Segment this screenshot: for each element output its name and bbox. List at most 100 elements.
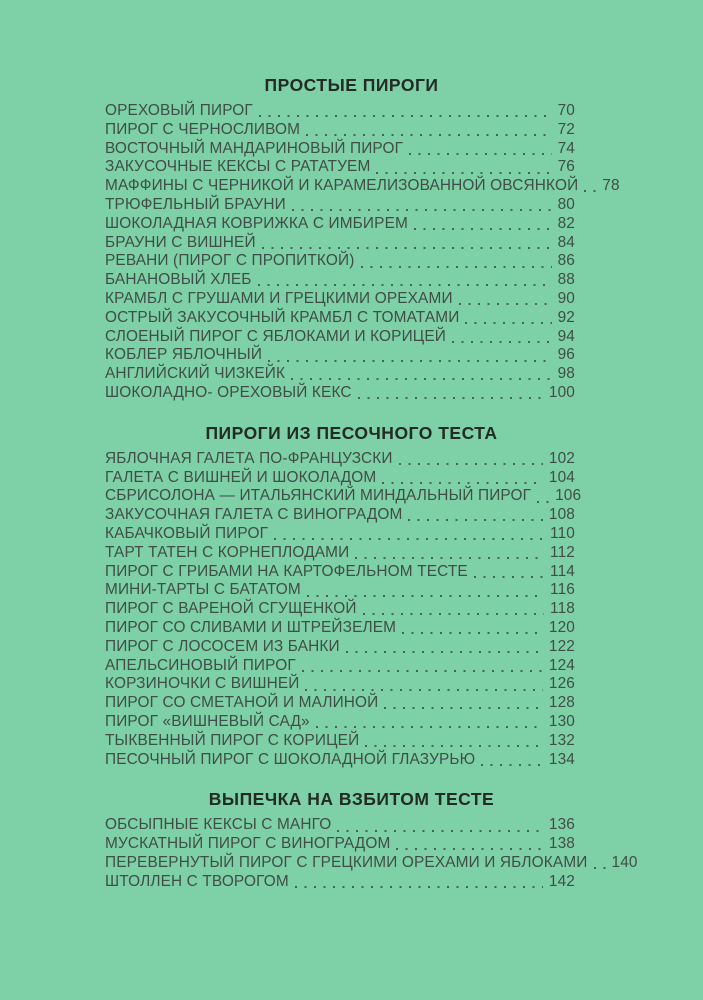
dot-leader — [458, 303, 552, 306]
dot-leader — [402, 632, 543, 635]
entry-page-number: 96 — [557, 346, 575, 364]
entry-title: БАНАНОВЫЙ ХЛЕБ — [105, 271, 252, 289]
entry-page-number: 142 — [548, 872, 575, 890]
entry-page-number: 92 — [557, 308, 575, 326]
entry-page-number: 116 — [550, 581, 575, 599]
entry-page-number: 134 — [548, 750, 575, 768]
dot-leader — [357, 397, 543, 400]
toc-entry: АПЕЛЬСИНОВЫЙ ПИРОГ 124 — [105, 657, 575, 676]
toc-entry: ПИРОГ С ВАРЕНОЙ СГУЩЕНКОЙ 118 — [105, 600, 575, 619]
toc-entry: МАФФИНЫ С ЧЕРНИКОЙ И КАРАМЕЛИЗОВАННОЙ ОВ… — [105, 177, 620, 196]
entry-title: ШТОЛЛЕН С ТВОРОГОМ — [105, 872, 289, 890]
entry-title: РЕВАНИ (ПИРОГ С ПРОПИТКОЙ) — [105, 252, 355, 270]
entry-page-number: 118 — [550, 600, 575, 618]
entry-title: ПИРОГ С ВАРЕНОЙ СГУЩЕНКОЙ — [105, 600, 357, 618]
toc-entry: ШОКОЛАДНО- ОРЕХОВЫЙ КЕКС 100 — [105, 384, 575, 403]
entry-page-number: 88 — [557, 271, 575, 289]
dot-leader — [593, 867, 606, 870]
dot-leader — [382, 481, 543, 484]
toc-entry: ПИРОГ С ЧЕРНОСЛИВОМ 72 — [105, 121, 575, 140]
dot-leader — [465, 322, 552, 325]
toc-entry: ВОСТОЧНЫЙ МАНДАРИНОВЫЙ ПИРОГ 74 — [105, 140, 575, 159]
dot-leader — [345, 651, 543, 654]
toc-entry: ШТОЛЛЕН С ТВОРОГОМ 142 — [105, 873, 575, 892]
entry-title: СБРИСОЛОНА — ИТАЛЬЯНСКИЙ МИНДАЛЬНЫЙ ПИРО… — [105, 487, 532, 505]
entry-title: ВОСТОЧНЫЙ МАНДАРИНОВЫЙ ПИРОГ — [105, 139, 404, 157]
entry-page-number: 86 — [557, 252, 575, 270]
entry-page-number: 102 — [548, 449, 575, 467]
toc-entry: СБРИСОЛОНА — ИТАЛЬЯНСКИЙ МИНДАЛЬНЫЙ ПИРО… — [105, 487, 581, 506]
entry-title: КРАМБЛ С ГРУШАМИ И ГРЕЦКИМИ ОРЕХАМИ — [105, 289, 453, 307]
entry-page-number: 114 — [550, 562, 575, 580]
entry-page-number: 84 — [557, 233, 575, 251]
toc-entry: ТАРТ ТАТЕН С КОРНЕПЛОДАМИ 112 — [105, 544, 575, 563]
section-title: ВЫПЕЧКА НА ВЗБИТОМ ТЕСТЕ — [208, 789, 495, 810]
toc-entry: СЛОЕНЫЙ ПИРОГ С ЯБЛОКАМИ И КОРИЦЕЙ 94 — [105, 328, 575, 347]
toc-entry: ОСТРЫЙ ЗАКУСОЧНЫЙ КРАМБЛ С ТОМАТАМИ 92 — [105, 309, 575, 328]
toc-entry: БАНАНОВЫЙ ХЛЕБ 88 — [105, 271, 575, 290]
entry-page-number: 106 — [555, 487, 582, 505]
entry-title: ПИРОГ С ГРИБАМИ НА КАРТОФЕЛЬНОМ ТЕСТЕ — [105, 562, 468, 580]
toc-entry: РЕВАНИ (ПИРОГ С ПРОПИТКОЙ) 86 — [105, 252, 575, 271]
section-title: ПРОСТЫЕ ПИРОГИ — [264, 75, 439, 95]
dot-leader — [305, 688, 543, 691]
entry-page-number: 140 — [611, 853, 638, 871]
toc-entry: ПЕРЕВЕРНУТЫЙ ПИРОГ С ГРЕЦКИМИ ОРЕХАМИ И … — [105, 854, 637, 873]
dot-leader — [584, 190, 597, 193]
entry-page-number: 100 — [548, 383, 575, 401]
entry-title: ТЫКВЕННЫЙ ПИРОГ С КОРИЦЕЙ — [105, 731, 360, 749]
entry-page-number: 138 — [548, 835, 575, 853]
entry-title: ПИРОГ «ВИШНЕВЫЙ САД» — [105, 712, 310, 730]
entry-page-number: 108 — [548, 506, 575, 524]
dot-leader — [376, 171, 552, 174]
dot-leader — [258, 115, 552, 118]
dot-leader — [291, 209, 552, 212]
entry-page-number: 130 — [548, 712, 575, 730]
dot-leader — [291, 378, 552, 381]
toc-entry: ОБСЫПНЫЕ КЕКСЫ С МАНГО 136 — [105, 816, 575, 835]
dot-leader — [413, 228, 552, 231]
dot-leader — [306, 594, 544, 597]
dot-leader — [409, 152, 552, 155]
entry-title: ТРЮФЕЛЬНЫЙ БРАУНИ — [105, 195, 286, 213]
dot-leader — [398, 463, 543, 466]
entry-page-number: 78 — [602, 177, 620, 195]
table-of-contents: ПРОСТЫЕ ПИРОГИ ОРЕХОВЫЙ ПИРОГ 70 ПИРОГ С… — [105, 75, 637, 892]
entry-title: АНГЛИЙСКИЙ ЧИЗКЕЙК — [105, 365, 286, 383]
entry-title: МИНИ-ТАРТЫ С БАТАТОМ — [105, 581, 301, 599]
entry-page-number: 132 — [548, 731, 575, 749]
entry-title: ЗАКУСОЧНАЯ ГАЛЕТА С ВИНОГРАДОМ — [105, 506, 403, 524]
dot-leader — [301, 669, 543, 672]
toc-entry: ПИРОГ С ГРИБАМИ НА КАРТОФЕЛЬНОМ ТЕСТЕ 11… — [105, 563, 575, 582]
dot-leader — [451, 340, 552, 343]
entry-page-number: 82 — [557, 214, 575, 232]
entry-page-number: 76 — [557, 158, 575, 176]
entry-page-number: 128 — [548, 694, 575, 712]
entry-page-number: 74 — [557, 139, 575, 157]
toc-entry: КРАМБЛ С ГРУШАМИ И ГРЕЦКИМИ ОРЕХАМИ 90 — [105, 290, 575, 309]
toc-section: ПИРОГИ ИЗ ПЕСОЧНОГО ТЕСТА ЯБЛОЧНАЯ ГАЛЕТ… — [105, 423, 581, 770]
entry-title: ПИРОГ СО СМЕТАНОЙ И МАЛИНОЙ — [105, 694, 379, 712]
toc-entry: ЗАКУСОЧНАЯ ГАЛЕТА С ВИНОГРАДОМ 108 — [105, 506, 575, 525]
dot-leader — [360, 265, 552, 268]
entry-title: КАБАЧКОВЫЙ ПИРОГ — [105, 524, 269, 542]
toc-entry: ПИРОГ СО СМЕТАНОЙ И МАЛИНОЙ 128 — [105, 694, 575, 713]
entry-title: ЯБЛОЧНАЯ ГАЛЕТА ПО-ФРАНЦУЗСКИ — [105, 449, 393, 467]
entry-title: ОСТРЫЙ ЗАКУСОЧНЫЙ КРАМБЛ С ТОМАТАМИ — [105, 308, 460, 326]
entry-title: ГАЛЕТА С ВИШНЕЙ И ШОКОЛАДОМ — [105, 468, 377, 486]
entry-title: АПЕЛЬСИНОВЫЙ ПИРОГ — [105, 656, 296, 674]
entry-page-number: 94 — [557, 327, 575, 345]
section-entries: ОБСЫПНЫЕ КЕКСЫ С МАНГО 136 МУСКАТНЫЙ ПИР… — [105, 816, 637, 892]
dot-leader — [294, 885, 543, 888]
entry-page-number: 110 — [550, 524, 575, 542]
dot-leader — [315, 726, 543, 729]
toc-entry: ПИРОГ СО СЛИВАМИ И ШТРЕЙЗЕЛЕМ 120 — [105, 619, 575, 638]
entry-page-number: 124 — [548, 656, 575, 674]
entry-page-number: 126 — [548, 675, 575, 693]
dot-leader — [537, 500, 550, 503]
toc-entry: КОБЛЕР ЯБЛОЧНЫЙ 96 — [105, 346, 575, 365]
entry-title: ПЕРЕВЕРНУТЫЙ ПИРОГ С ГРЕЦКИМИ ОРЕХАМИ И … — [105, 853, 588, 871]
dot-leader — [408, 519, 543, 522]
dot-leader — [306, 134, 552, 137]
